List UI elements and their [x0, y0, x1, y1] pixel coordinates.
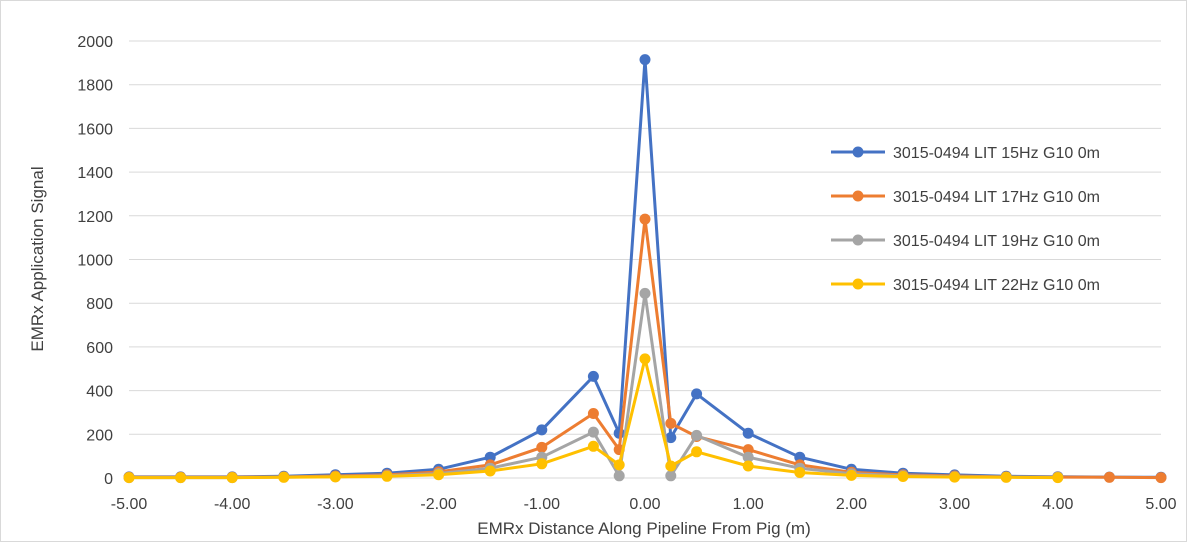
- data-point: [639, 54, 651, 66]
- y-tick-label: 200: [86, 427, 113, 444]
- x-tick-label: 4.00: [1042, 496, 1073, 513]
- data-point: [1000, 471, 1012, 483]
- y-tick-label: 1200: [77, 209, 113, 226]
- data-point: [536, 458, 548, 470]
- series-line: [129, 58, 1162, 479]
- data-point: [665, 417, 677, 429]
- data-point: [536, 424, 548, 436]
- x-axis-title: EMRx Distance Along Pipeline From Pig (m…: [477, 519, 811, 538]
- x-tick-label: 1.00: [733, 496, 764, 513]
- y-tick-label: 1400: [77, 165, 113, 182]
- x-tick-label: -4.00: [214, 496, 251, 513]
- series-group: [123, 54, 1167, 484]
- y-tick-label: 2000: [77, 34, 113, 51]
- legend-item: 3015-0494 LIT 15Hz G10 0m: [831, 145, 1100, 162]
- y-tick-label: 400: [86, 384, 113, 401]
- data-point: [665, 432, 677, 444]
- data-point: [897, 471, 909, 482]
- data-point: [742, 460, 754, 472]
- legend-swatch-marker: [852, 234, 864, 246]
- legend-item: 3015-0494 LIT 22Hz G10 0m: [831, 277, 1100, 294]
- series-4: [123, 353, 1064, 484]
- legend: 3015-0494 LIT 15Hz G10 0m 3015-0494 LIT 1…: [831, 145, 1100, 294]
- series-3: [123, 287, 1064, 484]
- series-1: [123, 54, 1167, 483]
- data-point: [1155, 472, 1167, 484]
- data-point: [742, 427, 754, 439]
- data-point: [587, 408, 599, 419]
- x-tick-label: -3.00: [317, 496, 354, 513]
- series-line: [129, 217, 1162, 480]
- data-point: [639, 287, 651, 299]
- data-point: [484, 451, 496, 463]
- data-point: [845, 469, 857, 481]
- legend-item: 3015-0494 LIT 19Hz G10 0m: [831, 233, 1100, 250]
- legend-swatch-marker: [852, 146, 864, 158]
- x-tick-label: 5.00: [1145, 496, 1176, 513]
- data-point: [691, 446, 703, 458]
- legend-swatch-marker: [852, 190, 864, 202]
- x-tick-label: -1.00: [524, 496, 561, 513]
- data-point: [123, 472, 135, 484]
- data-point: [278, 471, 290, 483]
- y-tick-label: 600: [86, 340, 113, 357]
- data-point: [613, 459, 625, 471]
- data-point: [691, 388, 703, 400]
- data-point: [381, 470, 393, 482]
- data-point: [1103, 471, 1115, 483]
- x-tick-label: 2.00: [836, 496, 867, 513]
- legend-label: 3015-0494 LIT 19Hz G10 0m: [893, 233, 1100, 250]
- data-point: [639, 213, 651, 225]
- x-tick-label: -2.00: [420, 496, 457, 513]
- y-tick-label: 1600: [77, 121, 113, 138]
- data-point: [536, 441, 548, 453]
- data-point: [226, 472, 238, 484]
- data-point: [329, 471, 341, 483]
- data-point: [794, 467, 806, 478]
- legend-label: 3015-0494 LIT 17Hz G10 0m: [893, 189, 1100, 206]
- data-point: [949, 471, 961, 483]
- x-tick-label: 3.00: [939, 496, 970, 513]
- data-point: [639, 353, 651, 365]
- legend-item: 3015-0494 LIT 17Hz G10 0m: [831, 189, 1100, 206]
- axes: 0 200 400 600 800 1000 1200 1400 1600 1800 2000 -5.…: [77, 34, 1176, 513]
- data-point: [587, 440, 599, 452]
- y-tick-label: 1800: [77, 78, 113, 95]
- y-tick-label: 800: [86, 296, 113, 313]
- legend-label: 3015-0494 LIT 22Hz G10 0m: [893, 277, 1100, 294]
- data-point: [433, 469, 445, 481]
- data-point: [613, 470, 625, 482]
- x-tick-label: 0.00: [629, 496, 660, 513]
- y-tick-label: 0: [104, 471, 113, 488]
- data-point: [794, 451, 806, 463]
- data-point: [742, 451, 754, 463]
- data-point: [691, 429, 703, 441]
- data-point: [665, 470, 677, 482]
- legend-swatch-marker: [852, 278, 864, 290]
- x-tick-label: -5.00: [111, 496, 148, 513]
- data-point: [587, 370, 599, 382]
- data-point: [1052, 472, 1064, 484]
- data-point: [175, 472, 187, 484]
- y-tick-label: 1000: [77, 253, 113, 270]
- data-point: [742, 444, 754, 456]
- data-point: [484, 465, 496, 477]
- series-2: [123, 213, 1167, 484]
- data-point: [587, 426, 599, 438]
- data-point: [665, 460, 677, 472]
- y-axis-title: EMRx Application Signal: [28, 166, 47, 351]
- legend-label: 3015-0494 LIT 15Hz G10 0m: [893, 145, 1100, 162]
